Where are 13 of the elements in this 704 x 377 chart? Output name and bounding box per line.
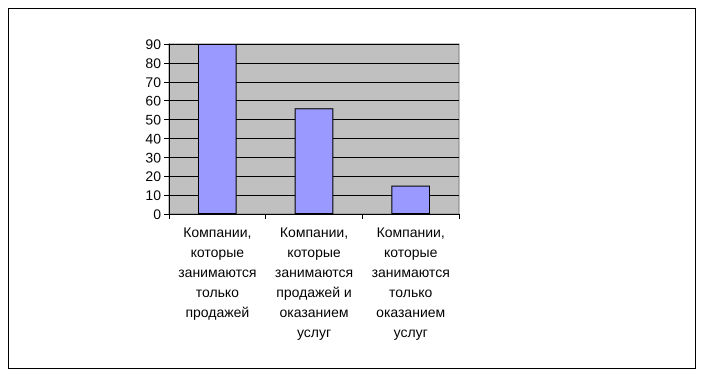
- y-tick-label: 0: [153, 206, 162, 222]
- y-tick-label: 90: [145, 36, 162, 52]
- y-tick-label: 20: [145, 168, 162, 184]
- x-tick-label: Компании, которые занимаются только оказанием услуг: [372, 224, 450, 340]
- y-tick-label: 40: [145, 130, 162, 146]
- y-tick-label: 70: [145, 74, 162, 90]
- y-tick-label: 60: [145, 92, 162, 109]
- y-tick-label: 10: [145, 187, 162, 204]
- y-tick-label: 50: [145, 112, 162, 128]
- y-tick-label: 30: [145, 149, 162, 166]
- y-tick-label: 80: [145, 54, 162, 71]
- x-tick-label: Компании, которые занимаются продажей и оказанием услуг: [274, 224, 354, 340]
- x-tick-label: Компании, которые занимаются только продажей: [178, 224, 256, 320]
